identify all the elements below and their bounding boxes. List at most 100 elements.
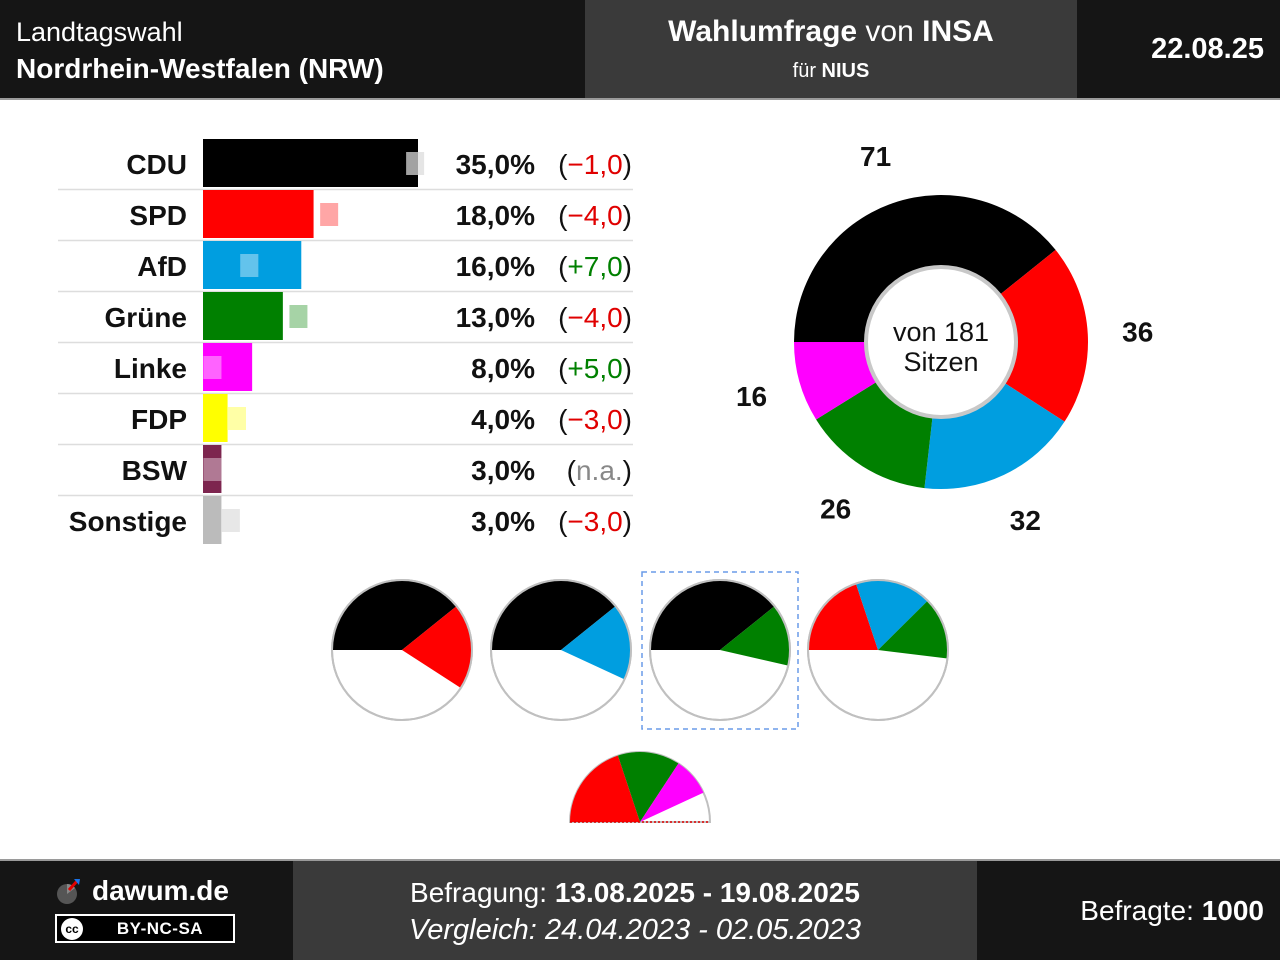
change-label-cdu: (−1,0)	[558, 149, 632, 180]
change-paren-close: )	[623, 302, 632, 333]
header-bar: Landtagswahl Nordrhein-Westfalen (NRW) W…	[0, 0, 1280, 98]
change-label-sonstige: (−3,0)	[558, 506, 632, 537]
donut-label-cdu: 71	[860, 141, 891, 172]
change-paren-open: (	[558, 353, 568, 384]
change-value: n.a.	[576, 455, 623, 486]
change-value: −1,0	[567, 149, 622, 180]
previous-marker-tint-linke	[203, 356, 222, 379]
comparison-period: Vergleich: 24.04.2023 - 02.05.2023	[293, 914, 977, 947]
footer-respondents-block: Befragte: 1000	[977, 861, 1280, 960]
respondents-count: 1000	[1201, 895, 1264, 926]
footer-divider	[0, 859, 1280, 861]
dawum-logo-icon	[57, 878, 80, 904]
change-paren-close: )	[623, 149, 632, 180]
header-date-block: 22.08.25	[1077, 0, 1280, 98]
site-name[interactable]: dawum.de	[92, 875, 229, 906]
change-value: −3,0	[567, 506, 622, 537]
survey-label: Befragung:	[410, 877, 548, 908]
previous-marker-tint-cdu	[406, 152, 425, 175]
change-paren-open: (	[558, 302, 568, 333]
donut-center	[864, 265, 1018, 419]
cc-icon-text: cc	[61, 917, 83, 940]
change-paren-open: (	[558, 404, 568, 435]
coalition-pie-outline	[807, 579, 949, 721]
change-paren-close: )	[623, 404, 632, 435]
survey-period: Befragung: 13.08.2025 - 19.08.2025	[293, 877, 977, 909]
coalition-pie-cdu-spd	[331, 579, 473, 721]
previous-marker-tint-spd	[320, 203, 339, 226]
election-type: Landtagswahl	[16, 17, 183, 47]
coalition-slice-afd	[561, 606, 631, 680]
change-label-spd: (−4,0)	[558, 200, 632, 231]
comparison-dates: 24.04.2023 - 02.05.2023	[544, 914, 861, 946]
coalition-slice-cdu	[650, 579, 775, 650]
footer-bar: dawum.de cc BY-NC-SA Befragung: 13.08.20…	[0, 861, 1280, 960]
coalition-slice-cdu	[332, 580, 457, 650]
license-text: BY-NC-SA	[116, 918, 204, 938]
coalition-slice-cdu	[491, 579, 616, 650]
coalition-slice-gruene	[720, 606, 791, 666]
cc-icon: cc	[57, 916, 87, 941]
previous-marker-tint-sonstige	[221, 509, 240, 532]
coalition-pie-outline	[331, 579, 473, 721]
footer-brand-block: dawum.de cc BY-NC-SA	[0, 861, 293, 960]
previous-marker-gruene	[289, 305, 308, 328]
semicircle-slice-gruene	[617, 752, 679, 822]
change-value: −3,0	[567, 404, 622, 435]
previous-marker-linke	[203, 356, 222, 379]
previous-marker-fdp	[228, 407, 246, 430]
semicircle-slice-spd	[570, 755, 640, 822]
coalition-slice-gruene	[878, 600, 948, 659]
header-title-block: Landtagswahl Nordrhein-Westfalen (NRW)	[0, 0, 585, 98]
change-paren-close: )	[623, 353, 632, 384]
bar-sonstige	[203, 496, 222, 544]
donut-center-line1: von 181	[893, 317, 989, 347]
value-label-sonstige: 3,0%	[471, 506, 535, 537]
previous-marker-sonstige	[221, 509, 240, 532]
value-label-gruene: 13,0%	[456, 302, 535, 333]
party-label-sonstige: Sonstige	[69, 506, 187, 537]
respondents: Befragte: 1000	[1080, 895, 1264, 927]
semicircle-slice-linke	[640, 763, 704, 822]
coalition-pie-spd-afd-gruene	[807, 579, 949, 721]
change-label-fdp: (−3,0)	[558, 404, 632, 435]
footer-period-block: Befragung: 13.08.2025 - 19.08.2025 Vergl…	[293, 861, 977, 960]
poll-von: von	[865, 15, 914, 48]
coalition-pie-outline	[490, 579, 632, 721]
party-label-linke: Linke	[114, 353, 187, 384]
previous-marker-cdu	[406, 152, 425, 175]
change-paren-close: )	[623, 200, 632, 231]
previous-marker-tint-fdp	[228, 407, 246, 430]
respondents-label: Befragte:	[1080, 895, 1194, 926]
license-badge[interactable]: cc BY-NC-SA	[55, 914, 235, 943]
header-divider	[0, 98, 1280, 100]
change-paren-close: )	[623, 455, 632, 486]
survey-dates: 13.08.2025 - 19.08.2025	[554, 877, 860, 908]
coalition-slice-afd	[855, 580, 928, 650]
value-label-afd: 16,0%	[456, 251, 535, 282]
chart-area: CDU 35,0% (−1,0)SPD 18,0% (−4,0)AfD 16,0% (+7,…	[58, 139, 1153, 823]
previous-marker-tint-afd	[240, 254, 259, 277]
donut-slice-spd	[999, 249, 1088, 422]
value-label-linke: 8,0%	[471, 353, 535, 384]
donut-slice-afd	[924, 382, 1065, 489]
change-value: +5,0	[567, 353, 622, 384]
change-label-afd: (+7,0)	[558, 251, 632, 282]
header-poll-block: Wahlumfrage von INSA für NIUS	[585, 0, 1077, 98]
poll-title: Wahlumfrage von INSA	[585, 15, 1077, 49]
change-label-linke: (+5,0)	[558, 353, 632, 384]
donut-label-spd: 36	[1122, 317, 1153, 348]
value-label-spd: 18,0%	[456, 200, 535, 231]
previous-marker-spd	[320, 203, 339, 226]
change-paren-open: (	[558, 506, 568, 537]
poll-client: für NIUS	[585, 60, 1077, 83]
previous-marker-tint-gruene	[289, 305, 308, 328]
coalition-slice-spd	[402, 606, 473, 688]
poll-fuer: für	[792, 60, 816, 82]
previous-marker-tint-bsw	[203, 458, 222, 481]
poll-date: 22.08.25	[1151, 33, 1264, 65]
value-label-bsw: 3,0%	[471, 455, 535, 486]
change-label-bsw: (n.a.)	[567, 455, 632, 486]
change-paren-open: (	[558, 251, 568, 282]
coalition-pie-outline	[649, 579, 791, 721]
